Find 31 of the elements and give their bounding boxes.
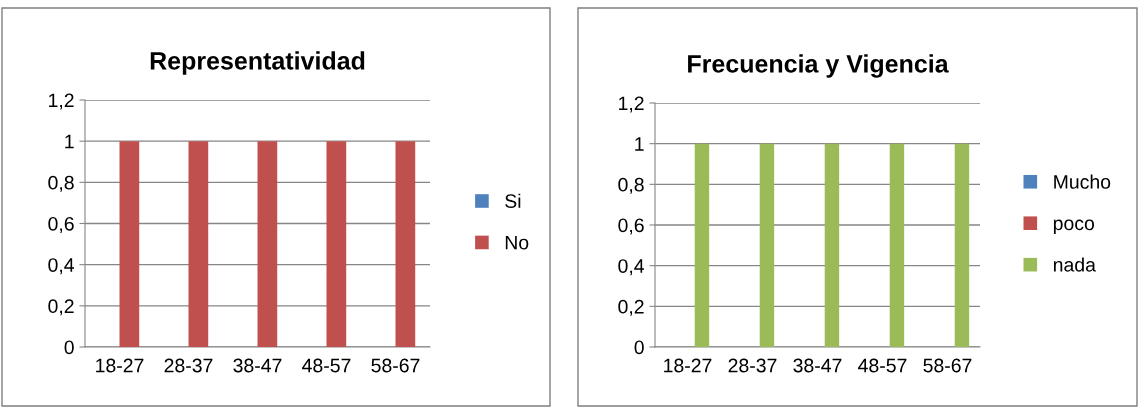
- x-tick-label: 48-57: [858, 358, 907, 373]
- y-tick-label: 1,2: [619, 96, 644, 113]
- y-tick-label: 0: [64, 340, 74, 355]
- y-tick-label: 0: [634, 340, 644, 355]
- chart-title: Frecuencia y Vigencia: [688, 54, 949, 78]
- y-tick-label: 0,2: [618, 299, 644, 316]
- legend-label: nada: [1053, 257, 1096, 272]
- y-tick-label: 0,8: [618, 177, 644, 194]
- y-tick-label: 0,4: [48, 258, 75, 275]
- x-tick-label: 48-57: [302, 358, 351, 373]
- x-tick-label: 28-37: [728, 358, 777, 373]
- y-tick-label: 1: [65, 134, 74, 149]
- y-tick-label: 0,8: [48, 175, 74, 192]
- y-tick-label: 1,2: [49, 93, 74, 110]
- y-tick-label: 0,2: [48, 299, 74, 316]
- chart-title: Representatividad: [150, 51, 365, 75]
- legend-label: Si: [505, 193, 521, 208]
- y-tick-label: 1: [635, 137, 644, 151]
- x-tick-label: 18-27: [96, 358, 144, 373]
- legend-label: No: [505, 235, 529, 250]
- y-tick-label: 0,6: [618, 218, 644, 235]
- legend-label: poco: [1053, 219, 1095, 235]
- x-tick-label: 38-47: [233, 358, 282, 373]
- x-tick-label: 28-37: [164, 358, 213, 373]
- x-tick-label: 38-47: [793, 358, 842, 373]
- x-tick-label: 58-67: [923, 358, 972, 373]
- x-tick-label: 18-27: [664, 358, 712, 373]
- legend-label: Mucho: [1054, 174, 1111, 189]
- y-tick-label: 0,4: [618, 259, 645, 276]
- x-tick-label: 58-67: [371, 358, 420, 373]
- y-tick-label: 0,6: [48, 216, 74, 234]
